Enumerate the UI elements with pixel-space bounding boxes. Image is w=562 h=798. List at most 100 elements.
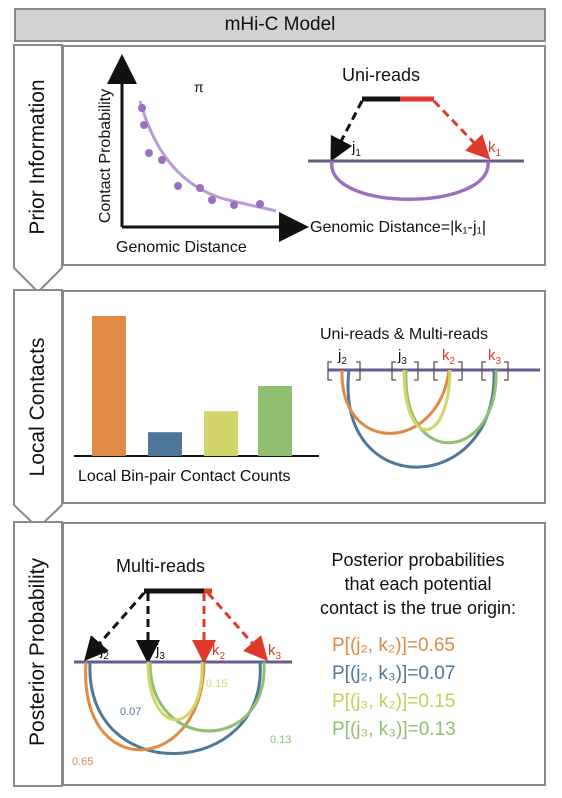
arc-j2-k2 [84, 661, 206, 752]
locus-sub: 2 [341, 356, 347, 367]
heading-line: Posterior probabilities [331, 550, 505, 570]
arc-j2-k3 [346, 369, 496, 469]
arc-value-label-j3k3: 0.13 [270, 734, 292, 746]
locus-letter: k [212, 642, 220, 659]
section-label-posterior: Posterior Probability [26, 558, 49, 746]
side-arrow-posterior [13, 521, 63, 787]
scatter-point [174, 182, 182, 190]
local-locus-j2: j2 [338, 347, 347, 367]
locus-sub: 2 [219, 651, 226, 662]
side-arrow-prior [13, 44, 63, 294]
arc-j3-k3 [148, 661, 266, 733]
locus-j1-sub: 1 [355, 148, 361, 159]
arc-value-label-j3k2: 0.15 [206, 678, 228, 690]
multi-reads-title: Multi-reads [116, 556, 206, 576]
locus-sub: 2 [449, 356, 456, 367]
count-bar [92, 316, 126, 456]
scatter-point [140, 121, 148, 129]
prior-panel: π Contact Probability Genomic Distance U… [62, 45, 546, 266]
local-arcs [327, 361, 540, 469]
section-label-prior: Prior Information [26, 79, 49, 235]
locus-letter: k [268, 642, 276, 659]
model-title: mHi-C Model [14, 8, 546, 42]
scatter-point [196, 184, 204, 192]
uni-reads-title: Uni-reads [342, 65, 421, 85]
bracket [458, 361, 463, 381]
locus-letter: j [398, 347, 402, 364]
arc-value-label-j2k2: 0.65 [72, 756, 94, 768]
heading-line: that each potential [344, 574, 492, 594]
bracket [504, 361, 509, 381]
probability-j3k2: P[(j₃, k₂)]=0.15 [332, 691, 456, 712]
arrow-to-k3 [206, 592, 268, 662]
count-bar [258, 386, 292, 456]
locus-letter: k [488, 347, 496, 364]
locus-letter: j [100, 642, 104, 659]
arc-j3-k2 [146, 661, 204, 721]
locus-j1: j1 [352, 139, 361, 159]
prior-graphics [107, 54, 524, 242]
bar-caption: Local Bin-pair Contact Counts [78, 468, 291, 485]
arc-j2-k3 [88, 661, 262, 755]
local-locus-j3: j3 [398, 347, 407, 367]
count-bar [148, 432, 182, 456]
scatter-point [145, 149, 153, 157]
scatter-point [138, 104, 146, 112]
post-locus-j2: j2 [100, 642, 109, 662]
reads-title: Uni-reads & Multi-reads [320, 326, 489, 343]
locus-sub: 3 [159, 651, 165, 662]
scatter-points [138, 104, 264, 209]
bracket [433, 361, 438, 381]
bracket [391, 361, 396, 381]
pi-symbol: π [194, 79, 204, 95]
count-bar [204, 411, 238, 456]
bar-chart [74, 316, 319, 457]
bracket [327, 361, 332, 381]
probability-list: P[(j₂, k₂)]=0.65 P[(j₂, k₃)]=0.07 P[(j₃,… [332, 632, 456, 744]
bracket [414, 361, 419, 381]
locus-letter: k [442, 347, 450, 364]
locus-sub: 3 [495, 356, 502, 367]
arrow-to-k1 [432, 99, 491, 160]
locus-k1-sub: 1 [495, 148, 502, 159]
locus-letter: j [338, 347, 342, 364]
arc-j3-k2 [402, 369, 452, 431]
local-locus-k3: k3 [488, 347, 501, 367]
arc-j3-k3 [404, 369, 498, 445]
arc-value-label-j2k3: 0.07 [120, 706, 142, 718]
posterior-graphics [74, 588, 292, 755]
distance-formula: Genomic Distance=|k₁-j₁| [310, 219, 487, 236]
scatter-point [256, 200, 264, 208]
post-locus-k2: k2 [212, 642, 225, 662]
probability-j2k2: P[(j₂, k₂)]=0.65 [332, 635, 455, 656]
section-label-local: Local Contacts [26, 337, 49, 477]
locus-sub: 3 [401, 356, 407, 367]
arrow-to-j2 [84, 592, 146, 662]
y-axis-label: Contact Probability [97, 88, 114, 224]
contact-arc [330, 160, 490, 201]
scatter-point [158, 156, 166, 164]
local-locus-k2: k2 [442, 347, 455, 367]
bracket [481, 361, 486, 381]
locus-k1-letter: k [488, 139, 496, 156]
heading-line: contact is the true origin: [319, 598, 517, 618]
arrow-to-j1 [330, 100, 364, 162]
locus-sub: 2 [103, 651, 109, 662]
posterior-panel: Multi-reads j2 j3 k2 k3 0.65 0.07 [62, 522, 546, 786]
decay-curve [138, 100, 277, 213]
probability-j3k3: P[(j₃, k₃)]=0.13 [332, 719, 456, 740]
x-axis-label: Genomic Distance [116, 239, 247, 256]
local-panel: Local Bin-pair Contact Counts Uni-reads … [62, 290, 546, 504]
side-arrow-local [13, 289, 63, 530]
post-locus-j3: j3 [156, 642, 165, 662]
bracket [356, 361, 361, 381]
locus-letter: j [156, 642, 160, 659]
locus-sub: 3 [275, 651, 282, 662]
posterior-heading: Posterior probabilities that each potent… [298, 548, 538, 620]
scatter-point [230, 201, 238, 209]
bin-brackets [327, 361, 509, 381]
locus-k1: k1 [488, 139, 501, 159]
locus-j1-letter: j [352, 139, 356, 156]
probability-j2k3: P[(j₂, k₃)]=0.07 [332, 663, 456, 684]
